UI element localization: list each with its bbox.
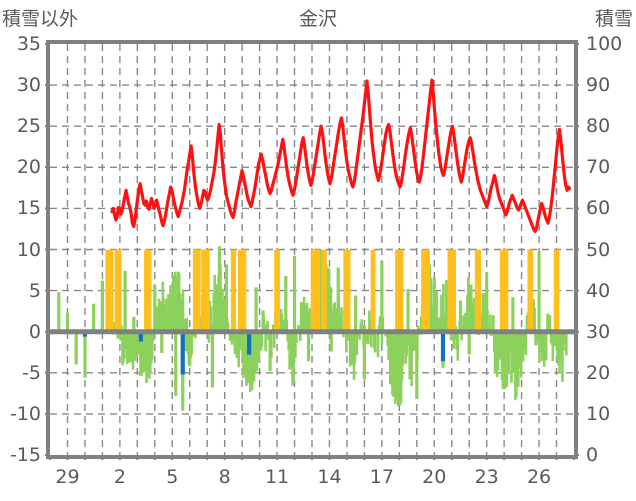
left-axis-unit-label: 積雪以外 [2,8,79,30]
left-axis-tick-15: 15 [16,197,41,220]
left-axis-tick-5: 5 [28,279,41,302]
x-axis-tick-17: 17 [369,466,394,488]
x-axis-tick-14: 14 [317,466,342,488]
right-axis-tick-100: 100 [586,33,623,55]
right-axis-tick-50: 50 [586,238,611,261]
left-axis-tick-25: 25 [16,115,41,138]
x-axis-tick-5: 5 [166,466,179,488]
x-axis-tick-26: 26 [526,466,552,488]
x-axis-tick-20: 20 [422,466,447,488]
temperature-line [110,78,572,234]
page-title: 金沢 [298,8,337,30]
right-axis-tick-90: 90 [586,74,611,97]
x-axis-tick-11: 11 [264,466,290,488]
axis-ticks [45,43,579,460]
left-axis-tick-30: 30 [16,74,41,97]
left-axis-tick-10: 10 [16,238,41,261]
right-axis-unit-label: 積雪 [594,8,633,30]
right-axis-tick-40: 40 [586,279,611,302]
right-axis-tick-10: 10 [586,402,611,425]
right-axis-tick-70: 70 [586,156,611,179]
x-axis-tick-29: 29 [55,466,80,488]
x-axis-tick-2: 2 [113,466,126,488]
right-axis-tick-60: 60 [586,197,611,220]
right-axis-tick-0: 0 [586,444,599,466]
right-axis-tick-80: 80 [586,115,611,138]
left-axis-tick--15: -15 [9,444,41,466]
right-axis-tick-20: 20 [586,361,611,384]
x-axis-tick-23: 23 [474,466,499,488]
left-axis-tick--5: -5 [22,361,41,384]
x-axis-tick-8: 8 [218,466,231,488]
left-axis-tick-35: 35 [16,33,41,55]
right-axis-tick-30: 30 [586,320,611,343]
left-axis-tick-20: 20 [16,156,41,179]
left-axis-tick--10: -10 [9,402,41,425]
orange-bar-series [105,249,560,332]
left-axis-tick-0: 0 [28,320,41,343]
